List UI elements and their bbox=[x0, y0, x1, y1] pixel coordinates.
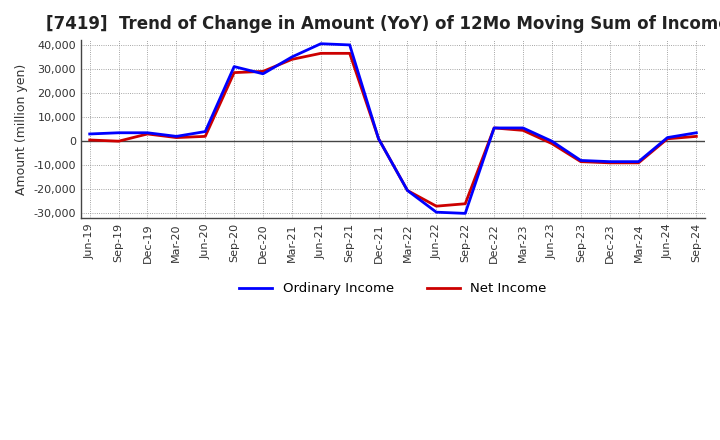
Net Income bbox=[287, 57, 296, 62]
Ordinary Income bbox=[692, 130, 701, 136]
Net Income bbox=[201, 134, 210, 139]
Ordinary Income bbox=[374, 136, 383, 141]
Title: [7419]  Trend of Change in Amount (YoY) of 12Mo Moving Sum of Incomes: [7419] Trend of Change in Amount (YoY) o… bbox=[46, 15, 720, 33]
Ordinary Income bbox=[490, 125, 498, 131]
Net Income bbox=[548, 141, 557, 146]
Ordinary Income bbox=[287, 54, 296, 59]
Net Income bbox=[230, 70, 238, 75]
Net Income bbox=[634, 160, 643, 165]
Ordinary Income bbox=[663, 135, 672, 140]
Ordinary Income bbox=[403, 188, 412, 193]
Net Income bbox=[663, 136, 672, 141]
Ordinary Income bbox=[86, 131, 94, 136]
Ordinary Income bbox=[432, 209, 441, 215]
Ordinary Income bbox=[143, 130, 152, 136]
Ordinary Income bbox=[172, 134, 181, 139]
Line: Net Income: Net Income bbox=[90, 53, 696, 206]
Ordinary Income bbox=[317, 41, 325, 46]
Net Income bbox=[172, 135, 181, 140]
Net Income bbox=[346, 51, 354, 56]
Ordinary Income bbox=[461, 211, 469, 216]
Ordinary Income bbox=[346, 42, 354, 48]
Ordinary Income bbox=[114, 130, 123, 136]
Net Income bbox=[143, 131, 152, 136]
Ordinary Income bbox=[230, 64, 238, 69]
Ordinary Income bbox=[201, 129, 210, 134]
Net Income bbox=[374, 136, 383, 141]
Net Income bbox=[606, 160, 614, 165]
Net Income bbox=[577, 159, 585, 164]
Ordinary Income bbox=[606, 159, 614, 164]
Ordinary Income bbox=[634, 159, 643, 164]
Ordinary Income bbox=[258, 71, 267, 77]
Net Income bbox=[114, 139, 123, 144]
Line: Ordinary Income: Ordinary Income bbox=[90, 44, 696, 213]
Net Income bbox=[490, 125, 498, 131]
Net Income bbox=[518, 128, 527, 133]
Ordinary Income bbox=[548, 139, 557, 144]
Legend: Ordinary Income, Net Income: Ordinary Income, Net Income bbox=[234, 277, 552, 301]
Ordinary Income bbox=[577, 158, 585, 163]
Net Income bbox=[86, 137, 94, 143]
Net Income bbox=[432, 204, 441, 209]
Net Income bbox=[461, 201, 469, 206]
Net Income bbox=[403, 188, 412, 193]
Net Income bbox=[258, 69, 267, 74]
Net Income bbox=[692, 134, 701, 139]
Y-axis label: Amount (million yen): Amount (million yen) bbox=[15, 63, 28, 195]
Ordinary Income bbox=[518, 125, 527, 131]
Net Income bbox=[317, 51, 325, 56]
